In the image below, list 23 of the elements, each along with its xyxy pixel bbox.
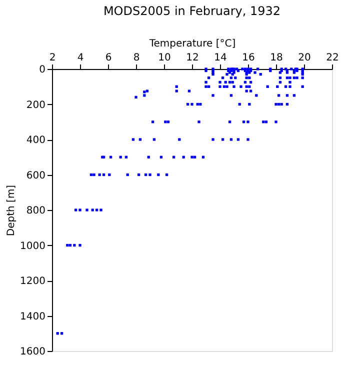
y-tick-label: 0 bbox=[39, 64, 46, 76]
y-tick-label: 1400 bbox=[20, 311, 46, 322]
x-tick-label: 20 bbox=[298, 52, 311, 64]
y-tick-label: 1600 bbox=[20, 346, 46, 358]
y-tick-label: 800 bbox=[26, 206, 46, 216]
x-tick-label: 14 bbox=[214, 52, 227, 64]
x-tick-label: 10 bbox=[158, 52, 171, 64]
y-tick-label: 1000 bbox=[20, 240, 46, 252]
x-axis-title: Temperature [°C] bbox=[148, 38, 236, 50]
y-tick-label: 400 bbox=[26, 135, 46, 146]
x-tick-label: 8 bbox=[133, 52, 140, 64]
y-axis-title: Depth [m] bbox=[6, 184, 18, 236]
x-tick-label: 22 bbox=[326, 52, 339, 64]
x-tick-label: 6 bbox=[105, 52, 112, 64]
x-tick-label: 18 bbox=[270, 52, 283, 64]
x-tick-label: 16 bbox=[242, 52, 255, 64]
x-tick-label: 12 bbox=[186, 52, 199, 64]
x-tick-label: 2 bbox=[49, 52, 56, 64]
y-tick-label: 200 bbox=[26, 100, 46, 111]
x-tick-label: 4 bbox=[77, 52, 84, 64]
y-tick-label: 1200 bbox=[20, 276, 46, 287]
chart-title: MODS2005 in February, 1932 bbox=[103, 4, 281, 18]
y-tick-label: 600 bbox=[26, 170, 46, 182]
